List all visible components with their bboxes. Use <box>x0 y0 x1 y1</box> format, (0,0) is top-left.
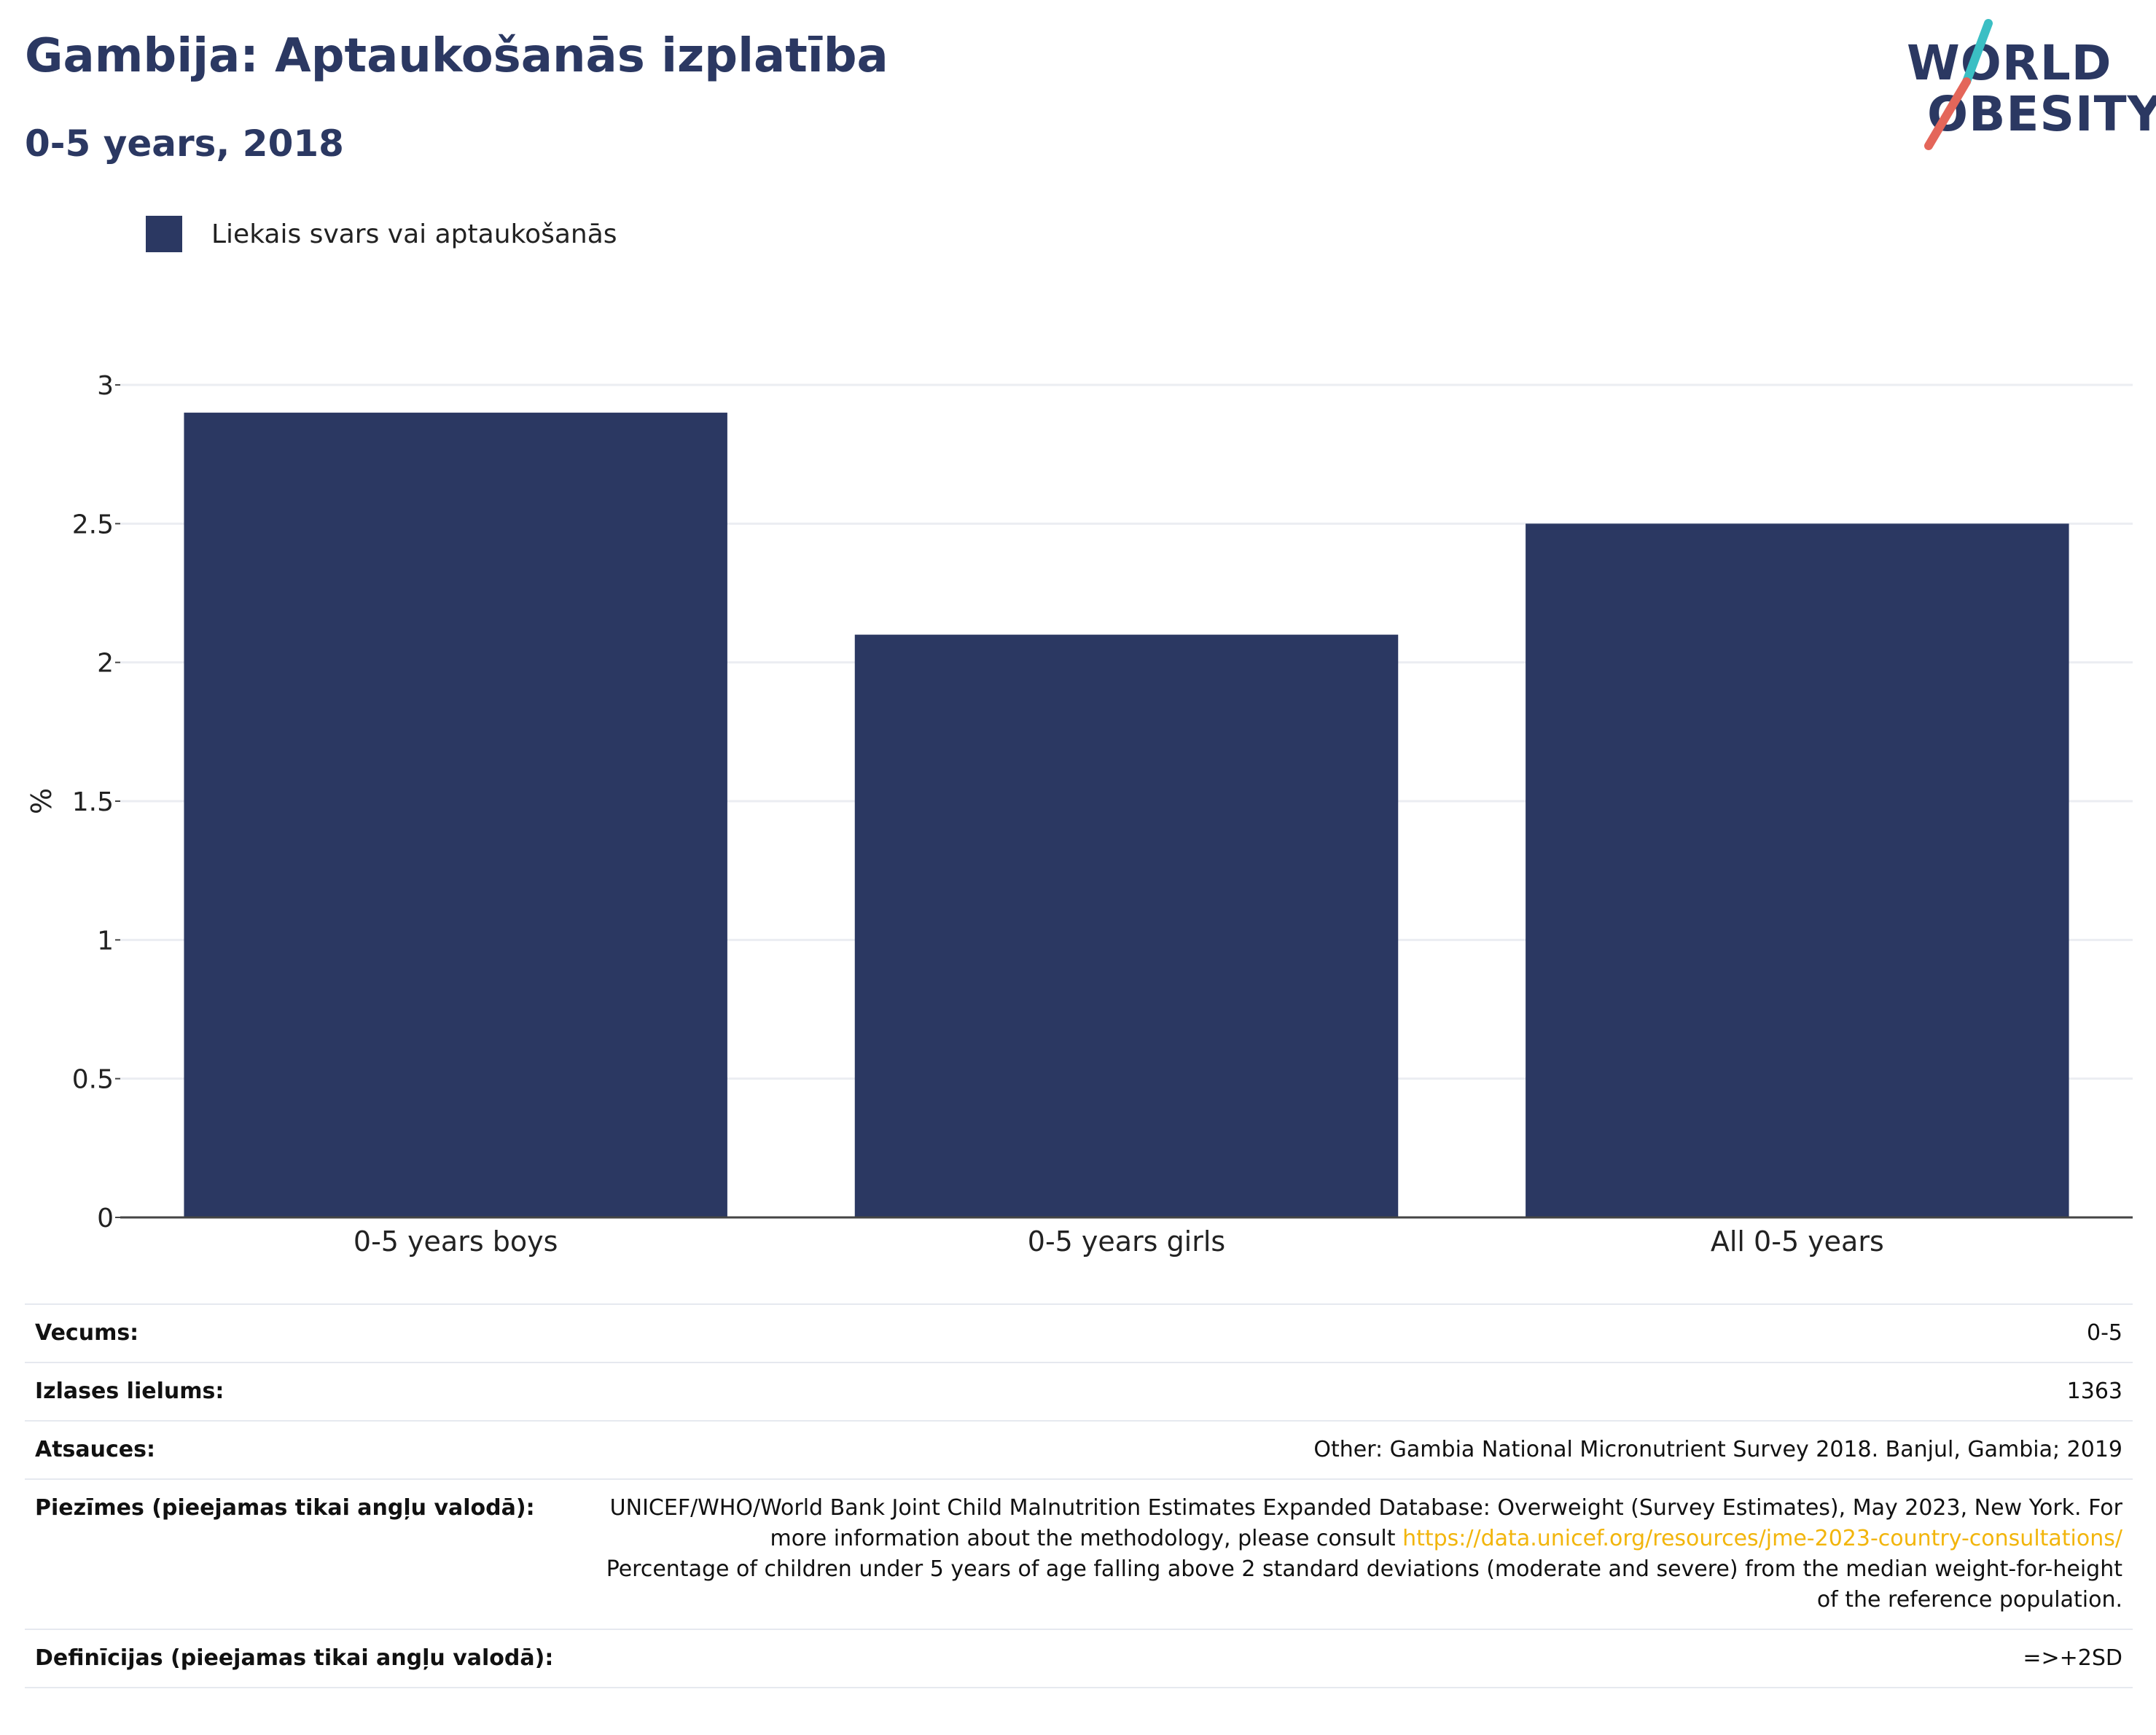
info-label-age: Vecums: <box>25 1303 570 1362</box>
world-obesity-logo: WORLD OBESITY <box>1895 15 2156 160</box>
bar <box>184 413 727 1217</box>
logo-line-2: OBESITY <box>1927 86 2156 142</box>
x-tick-label: All 0-5 years <box>1711 1225 1884 1258</box>
bar <box>1526 523 2069 1217</box>
y-tick-label: 1.5 <box>72 787 114 817</box>
y-tick-label: 2 <box>97 649 114 679</box>
info-value-references: Other: Gambia National Micronutrient Sur… <box>570 1420 2133 1479</box>
y-tick-label: 2.5 <box>72 510 114 539</box>
legend-swatch <box>146 216 182 252</box>
x-tick-label: 0-5 years girls <box>1028 1225 1225 1258</box>
y-tick-label: 3 <box>97 371 114 401</box>
info-row-age: Vecums: 0-5 <box>25 1303 2133 1362</box>
info-row-references: Atsauces: Other: Gambia National Micronu… <box>25 1420 2133 1479</box>
notes-text-1: UNICEF/WHO/World Bank Joint Child Malnut… <box>609 1495 2122 1551</box>
notes-text-2: Percentage of children under 5 years of … <box>606 1556 2122 1613</box>
legend-label: Liekais svars vai aptaukošanās <box>211 219 617 249</box>
chart-legend: Liekais svars vai aptaukošanās <box>146 216 617 252</box>
info-label-sample-size: Izlases lielums: <box>25 1362 570 1421</box>
bar <box>854 634 1399 1217</box>
info-row-notes: Piezīmes (pieejamas tikai angļu valodā):… <box>25 1478 2133 1629</box>
logo-slash-icon <box>1924 19 1993 150</box>
info-row-definitions: Definīcijas (pieejamas tikai angļu valod… <box>25 1629 2133 1688</box>
info-row-sample-size: Izlases lielums: 1363 <box>25 1362 2133 1421</box>
y-axis-title: % <box>26 788 58 814</box>
info-value-age: 0-5 <box>570 1303 2133 1362</box>
y-tick-label: 0.5 <box>72 1065 114 1095</box>
info-table: Vecums: 0-5 Izlases lielums: 1363 Atsauc… <box>25 1303 2133 1688</box>
page-subtitle: 0-5 years, 2018 <box>25 122 344 165</box>
page-title: Gambija: Aptaukošanās izplatība <box>25 29 888 83</box>
info-label-references: Atsauces: <box>25 1420 570 1479</box>
notes-link[interactable]: https://data.unicef.org/resources/jme-20… <box>1402 1526 2122 1551</box>
info-label-notes: Piezīmes (pieejamas tikai angļu valodā): <box>25 1478 570 1629</box>
bar-chart: 0 0.5 1 1.5 2 2.5 3 0-5 years boys 0-5 years gir… <box>26 371 2133 1258</box>
y-tick-label: 1 <box>97 926 114 956</box>
x-tick-label: 0-5 years boys <box>354 1225 558 1258</box>
info-label-definitions: Definīcijas (pieejamas tikai angļu valod… <box>25 1629 570 1688</box>
y-tick-label: 0 <box>97 1204 114 1233</box>
logo-line-1: WORLD <box>1907 35 2112 91</box>
info-value-sample-size: 1363 <box>570 1362 2133 1421</box>
info-value-definitions: =>+2SD <box>570 1629 2133 1688</box>
info-value-notes: UNICEF/WHO/World Bank Joint Child Malnut… <box>570 1478 2133 1629</box>
